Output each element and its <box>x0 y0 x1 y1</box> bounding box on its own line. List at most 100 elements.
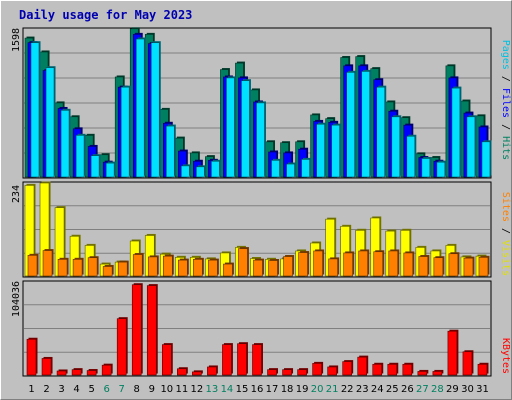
bar-pages-day-1 <box>30 42 40 178</box>
bar-kbytes-day-31 <box>477 363 488 376</box>
bar-sites-day-20 <box>313 250 323 277</box>
bar-pages-day-14 <box>226 77 235 178</box>
bar-kbytes-day-14 <box>222 344 232 376</box>
day-label-21: 21 <box>326 384 339 395</box>
hits-files-pages-panel <box>22 27 492 179</box>
bar-pages-day-25 <box>391 116 401 178</box>
bar-sites-day-4 <box>72 259 83 277</box>
bar-sites-day-14 <box>223 263 233 277</box>
day-label-23: 23 <box>356 384 369 395</box>
bar-sites-day-23 <box>358 250 369 277</box>
day-label-31: 31 <box>476 384 489 395</box>
bar-pages-day-9 <box>150 42 160 178</box>
bar-kbytes-day-7 <box>116 318 127 376</box>
bar-sites-day-31 <box>478 257 489 277</box>
bar-pages-day-22 <box>346 72 355 178</box>
bar-sites-day-28 <box>433 257 444 277</box>
bar-sites-day-17 <box>268 260 278 277</box>
bar-pages-day-5 <box>90 155 100 178</box>
bar-kbytes-day-6 <box>101 364 112 376</box>
bar-kbytes-day-20 <box>312 363 322 376</box>
bar-sites-day-18 <box>283 256 293 277</box>
bar-kbytes-day-13 <box>207 366 217 376</box>
bar-kbytes-day-25 <box>387 363 398 376</box>
y-max-label-visits: 234 <box>11 185 22 203</box>
bar-sites-day-13 <box>208 259 218 277</box>
bar-pages-day-24 <box>376 86 386 178</box>
bar-pages-day-7 <box>120 86 130 178</box>
bar-kbytes-day-18 <box>282 369 292 376</box>
y-max-label-kbytes: 104036 <box>11 281 22 317</box>
bar-kbytes-day-3 <box>56 370 67 376</box>
bar-pages-day-19 <box>301 159 310 178</box>
bar-pages-day-4 <box>75 135 85 178</box>
bar-kbytes-day-8 <box>131 284 142 376</box>
bar-pages-day-13 <box>211 160 220 178</box>
day-label-16: 16 <box>251 384 264 395</box>
bar-sites-day-6 <box>102 266 113 277</box>
day-label-5: 5 <box>88 384 94 395</box>
day-labels: 1 2 3 4 5 6 7 8 9 10 11 12 13 14 15 16 17 18 19 20 21 22 23 24 2… <box>28 384 489 395</box>
bar-sites-day-16 <box>253 259 263 277</box>
bar-kbytes-day-23 <box>357 356 368 376</box>
bar-pages-day-26 <box>406 135 416 178</box>
bar-kbytes-day-2 <box>41 358 52 376</box>
bar-sites-day-27 <box>418 256 429 277</box>
bar-sites-day-25 <box>388 250 399 277</box>
bar-pages-day-28 <box>436 161 446 178</box>
bar-pages-day-6 <box>105 162 115 178</box>
day-label-1: 1 <box>28 384 34 395</box>
day-label-6: 6 <box>103 384 109 395</box>
day-label-9: 9 <box>149 384 155 395</box>
day-label-14: 14 <box>221 384 234 395</box>
bar-pages-day-23 <box>361 71 371 178</box>
bar-kbytes-day-5 <box>86 370 97 376</box>
bar-pages-day-2 <box>45 67 55 178</box>
kbytes-panel <box>22 280 492 377</box>
day-label-22: 22 <box>341 384 354 395</box>
bar-pages-day-12 <box>196 166 205 178</box>
bar-sites-day-7 <box>117 261 128 277</box>
legend-visits: Visits <box>500 240 511 276</box>
bar-pages-day-27 <box>421 158 431 178</box>
legend-pages: Pages <box>500 40 511 70</box>
bar-kbytes-day-19 <box>297 369 307 376</box>
day-label-2: 2 <box>43 384 49 395</box>
legend-sep-2: / <box>500 118 511 136</box>
bar-sites-day-3 <box>57 259 68 277</box>
bar-pages-day-10 <box>165 125 175 178</box>
bar-kbytes-day-21 <box>327 366 337 376</box>
bar-sites-day-1 <box>27 255 38 277</box>
day-label-27: 27 <box>416 384 429 395</box>
day-label-30: 30 <box>461 384 474 395</box>
bar-sites-day-5 <box>87 257 98 277</box>
day-label-29: 29 <box>446 384 459 395</box>
bar-pages-day-29 <box>451 87 461 178</box>
bar-sites-day-10 <box>162 255 173 277</box>
bar-pages-day-30 <box>466 116 476 178</box>
day-label-25: 25 <box>386 384 399 395</box>
legend-sep-1: / <box>500 70 511 88</box>
day-label-26: 26 <box>401 384 414 395</box>
bar-sites-day-30 <box>463 257 474 277</box>
legend-panel-2: Sites / Visits <box>500 192 511 276</box>
day-label-17: 17 <box>266 384 279 395</box>
bar-kbytes-day-29 <box>447 330 458 376</box>
day-label-12: 12 <box>191 384 204 395</box>
bar-sites-day-29 <box>448 253 459 277</box>
day-label-8: 8 <box>134 384 140 395</box>
bar-kbytes-day-17 <box>267 369 277 376</box>
bar-pages-day-16 <box>256 102 265 178</box>
bar-kbytes-day-30 <box>462 351 473 376</box>
bar-sites-day-11 <box>178 259 188 277</box>
bar-sites-day-19 <box>298 252 308 277</box>
day-label-24: 24 <box>371 384 384 395</box>
bar-sites-day-15 <box>238 248 248 277</box>
day-label-3: 3 <box>58 384 64 395</box>
legend-sites: Sites <box>500 192 511 222</box>
day-label-18: 18 <box>281 384 294 395</box>
bar-kbytes-day-12 <box>192 371 202 376</box>
legend-hits: Hits <box>500 136 511 160</box>
day-label-15: 15 <box>236 384 249 395</box>
